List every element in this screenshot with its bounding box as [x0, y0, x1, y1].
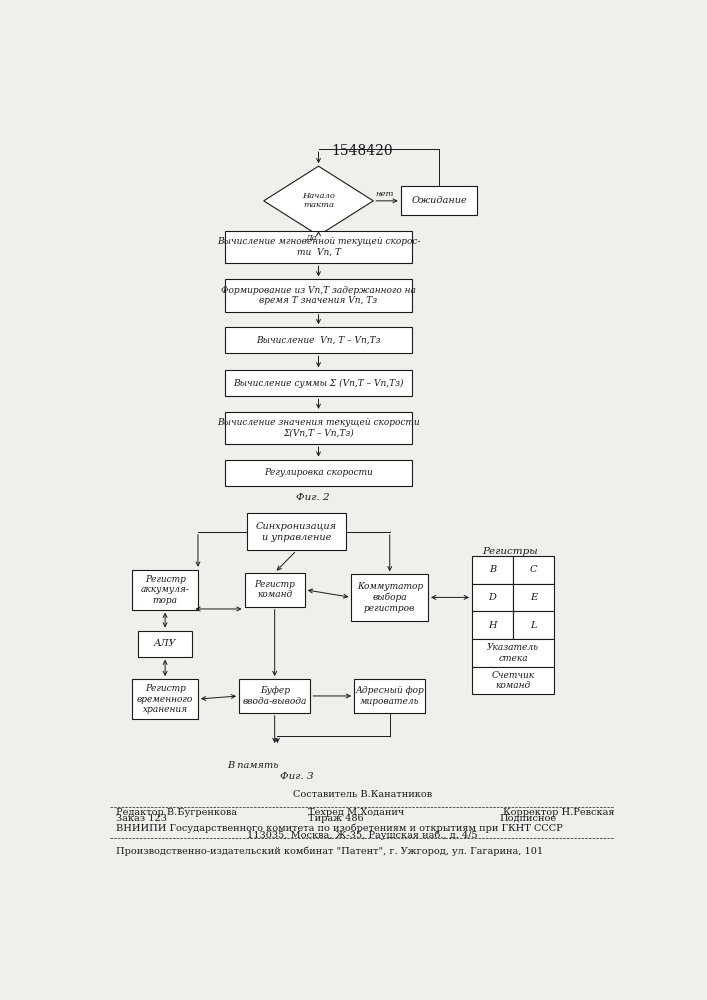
Text: 113035, Москва, Ж-35, Раушская наб., д. 4/5: 113035, Москва, Ж-35, Раушская наб., д. … [247, 831, 478, 840]
FancyBboxPatch shape [472, 584, 513, 611]
Text: L: L [530, 621, 537, 630]
Text: Регистр
временного
хранения: Регистр временного хранения [137, 684, 193, 714]
Text: Вычисление значения текущей скорости
Σ(Vn,T – Vn,Tз): Вычисление значения текущей скорости Σ(V… [217, 418, 420, 438]
Text: Коммутатор
выбора
регистров: Коммутатор выбора регистров [356, 582, 423, 613]
Text: Счетчик
команд: Счетчик команд [491, 671, 534, 690]
Text: Начало
такта: Начало такта [302, 192, 335, 209]
Text: Ожидание: Ожидание [411, 196, 467, 205]
Text: Вычисление мгновенной текущей скорос-
ти  Vn, T: Вычисление мгновенной текущей скорос- ти… [217, 237, 420, 257]
Text: Да: Да [305, 234, 317, 242]
Text: Буфер
ввода-вывода: Буфер ввода-вывода [243, 686, 307, 706]
Text: Заказ 123: Заказ 123 [116, 814, 167, 823]
FancyBboxPatch shape [472, 611, 513, 639]
Text: Регистр
аккумуля-
тора: Регистр аккумуля- тора [141, 575, 189, 605]
FancyBboxPatch shape [472, 639, 554, 667]
Text: ВНИИПИ Государственного комитета по изобретениям и открытиям при ГКНТ СССР: ВНИИПИ Государственного комитета по изоб… [116, 823, 563, 833]
Text: D: D [489, 593, 496, 602]
FancyBboxPatch shape [513, 584, 554, 611]
Text: Указатель
стека: Указатель стека [487, 643, 539, 663]
Text: Вычисление суммы Σ (Vn,T – Vn,Тз): Вычисление суммы Σ (Vn,T – Vn,Тз) [233, 379, 404, 388]
FancyBboxPatch shape [239, 679, 310, 713]
FancyBboxPatch shape [351, 574, 428, 620]
Text: Адресный фор
мирователь: Адресный фор мирователь [356, 686, 424, 706]
FancyBboxPatch shape [132, 570, 198, 610]
FancyBboxPatch shape [226, 370, 411, 396]
Text: Тираж 486: Тираж 486 [308, 814, 363, 823]
Text: В память: В память [227, 761, 279, 770]
FancyBboxPatch shape [226, 231, 411, 263]
Text: C: C [530, 565, 537, 574]
FancyBboxPatch shape [226, 327, 411, 353]
Polygon shape [264, 166, 373, 235]
Text: Вычисление  Vn, T – Vn,Tз: Вычисление Vn, T – Vn,Tз [256, 336, 381, 345]
Text: Синхронизация
и управление: Синхронизация и управление [256, 522, 337, 542]
FancyBboxPatch shape [138, 631, 192, 657]
Text: Фиг. 2: Фиг. 2 [296, 493, 330, 502]
Text: Составитель В.Канатников: Составитель В.Канатников [293, 790, 432, 799]
Text: Формирование из Vn,T задержанного на
время T значения Vn, Тз: Формирование из Vn,T задержанного на вре… [221, 286, 416, 305]
Text: Техред М.Ходанич: Техред М.Ходанич [308, 808, 404, 817]
Text: Регистры: Регистры [482, 547, 538, 556]
Text: B: B [489, 565, 496, 574]
Text: Подписное: Подписное [499, 814, 556, 823]
FancyBboxPatch shape [401, 186, 477, 215]
FancyBboxPatch shape [245, 573, 305, 607]
Text: E: E [530, 593, 537, 602]
Text: нет: нет [375, 190, 393, 198]
Text: Редактор В.Бугренкова: Редактор В.Бугренкова [116, 808, 237, 817]
FancyBboxPatch shape [226, 460, 411, 486]
FancyBboxPatch shape [472, 556, 513, 584]
FancyBboxPatch shape [472, 667, 554, 694]
FancyBboxPatch shape [247, 513, 346, 550]
FancyBboxPatch shape [226, 279, 411, 312]
Text: Регистр
команд: Регистр команд [255, 580, 295, 599]
FancyBboxPatch shape [513, 611, 554, 639]
Text: Регулировка скорости: Регулировка скорости [264, 468, 373, 477]
Text: Фиг. 3: Фиг. 3 [280, 772, 313, 781]
Text: Производственно-издательский комбинат "Патент", г. Ужгород, ул. Гагарина, 101: Производственно-издательский комбинат "П… [116, 846, 543, 856]
Text: АЛУ: АЛУ [154, 639, 176, 648]
FancyBboxPatch shape [354, 679, 426, 713]
Text: 1548420: 1548420 [332, 144, 393, 158]
Text: Корректор Н.Ревская: Корректор Н.Ревская [503, 808, 614, 817]
FancyBboxPatch shape [226, 412, 411, 444]
Text: H: H [489, 621, 497, 630]
FancyBboxPatch shape [513, 556, 554, 584]
FancyBboxPatch shape [132, 679, 198, 719]
